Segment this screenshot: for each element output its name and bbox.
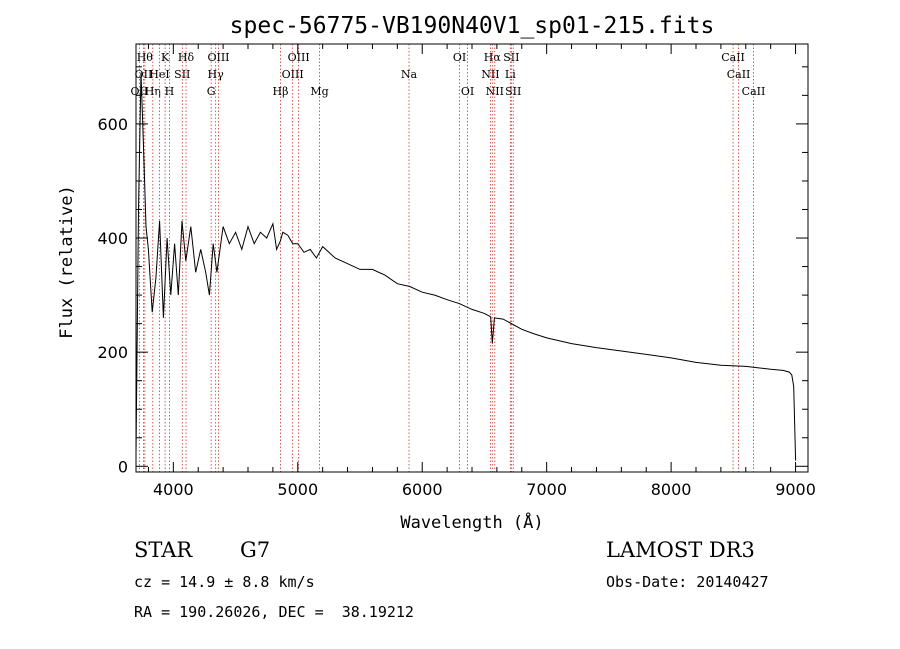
spectral-line-label: HeI bbox=[149, 68, 169, 81]
survey-name: LAMOST DR3 bbox=[606, 538, 755, 562]
x-tick-label: 7000 bbox=[526, 480, 567, 499]
x-tick-label: 6000 bbox=[402, 480, 443, 499]
spectral-line-label: CaII bbox=[742, 85, 766, 98]
spectral-line-label: H bbox=[165, 85, 175, 98]
spectral-line-label: OIII bbox=[282, 68, 304, 81]
spectral-line-label: SII bbox=[503, 51, 519, 64]
spectral-line-label: SII bbox=[505, 85, 521, 98]
x-tick-label: 4000 bbox=[153, 480, 194, 499]
spectral-line-label: CaII bbox=[721, 51, 745, 64]
y-tick-label: 200 bbox=[97, 343, 128, 362]
spectral-line-label: Hα bbox=[484, 51, 502, 64]
spectral-line-label: NII bbox=[481, 68, 499, 81]
x-tick-label: 9000 bbox=[775, 480, 816, 499]
y-tick-label: 400 bbox=[97, 229, 128, 248]
spectral-line-label: OIII bbox=[207, 51, 229, 64]
spectral-line-label: CaII bbox=[727, 68, 751, 81]
spectral-line-label: Hβ bbox=[273, 85, 289, 98]
axis-ticks: 4000 5000 6000 7000 8000 9000 0 200 400 600 bbox=[97, 44, 816, 499]
spectral-line-label: Mg bbox=[310, 85, 328, 98]
spectral-line-label: Hγ bbox=[208, 68, 225, 81]
spectral-line-label: Hδ bbox=[178, 51, 195, 64]
coordinates: RA = 190.26026, DEC = 38.19212 bbox=[134, 603, 414, 621]
object-class: STAR bbox=[134, 538, 193, 562]
x-tick-label: 5000 bbox=[277, 480, 318, 499]
plot-frame bbox=[135, 43, 809, 473]
spectral-line-label: OII bbox=[135, 68, 153, 81]
observation-date: Obs-Date: 20140427 bbox=[606, 573, 769, 591]
subclass: G7 bbox=[240, 538, 271, 562]
y-tick-label: 0 bbox=[118, 457, 128, 476]
x-tick-label: 8000 bbox=[651, 480, 692, 499]
spectral-line-label: Hθ bbox=[137, 51, 154, 64]
x-axis-label: Wavelength (Å) bbox=[400, 511, 543, 533]
spectral-line-label: OII bbox=[131, 85, 149, 98]
y-axis-label: Flux (relative) bbox=[57, 185, 77, 339]
flux-series-line bbox=[135, 72, 797, 461]
spectral-line-label: OI bbox=[461, 85, 474, 98]
spectral-line-label: NII bbox=[486, 85, 504, 98]
spectral-line-label: OI bbox=[453, 51, 466, 64]
redshift-velocity: cz = 14.9 ± 8.8 km/s bbox=[134, 573, 315, 591]
spectral-line-label: Li bbox=[505, 68, 516, 81]
spectral-line-label: SII bbox=[174, 68, 190, 81]
spectral-line-label: OIII bbox=[288, 51, 310, 64]
spectral-line-label: Hη bbox=[145, 85, 161, 98]
spectral-line-label: Na bbox=[401, 68, 418, 81]
spectral-line-label: K bbox=[161, 51, 170, 64]
chart-title: spec-56775-VB190N40V1_sp01-215.fits bbox=[230, 13, 715, 39]
spectral-line-markers: OIIHθOIIHηHeIKHSIIHδGHγOIIIHβOIIIOIIIMgN… bbox=[131, 44, 766, 472]
spectral-line-label: G bbox=[207, 85, 216, 98]
y-tick-label: 600 bbox=[97, 115, 128, 134]
